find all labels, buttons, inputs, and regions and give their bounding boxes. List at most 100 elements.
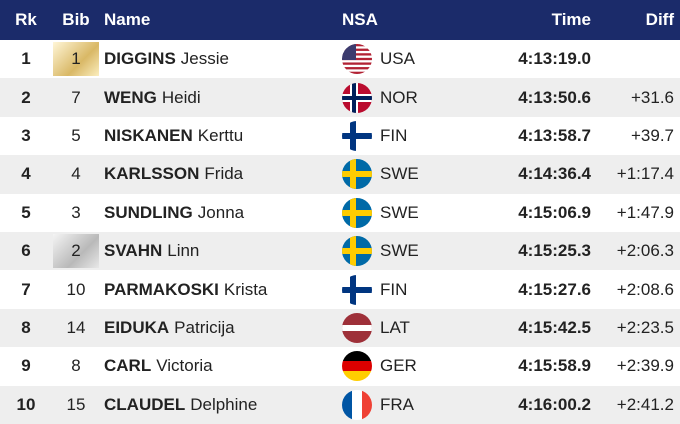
nation: SWE [380, 202, 419, 222]
bib: 3 [71, 202, 81, 222]
flag-icon [342, 44, 372, 75]
athlete-name: NISKANEN Kerttu [104, 117, 334, 155]
nation: FRA [380, 394, 414, 414]
time-diff: +39.7 [630, 125, 674, 145]
given-name: Victoria [156, 356, 213, 376]
result-row: 1 1 DIGGINS Jessie USA 4:13:19.0 [0, 40, 680, 78]
bib-cell: 7 [52, 78, 100, 116]
time: 4:13:58.7 [518, 125, 591, 145]
athlete-name: CLAUDEL Delphine [104, 386, 334, 424]
surname: SUNDLING [104, 202, 193, 222]
given-name: Patricija [174, 317, 235, 337]
bib-cell: 1 [52, 40, 100, 78]
bib: 2 [53, 234, 99, 269]
given-name: Linn [167, 241, 200, 261]
flag-icon [342, 389, 372, 420]
header-row: Rk Bib Name NSA Time Diff [0, 0, 680, 40]
time-diff: +31.6 [630, 87, 674, 107]
bib-cell: 2 [52, 232, 100, 270]
rank: 8 [21, 317, 31, 337]
rank: 9 [21, 356, 31, 376]
bib: 15 [66, 394, 86, 414]
bib-cell: 3 [52, 194, 100, 232]
rank: 1 [21, 49, 31, 69]
flag [342, 155, 372, 193]
flag [342, 78, 372, 116]
header-cell: Rk [15, 10, 37, 29]
result-row: 9 8 CARL Victoria GER 4:15:58.9 +2:39.9 [0, 347, 680, 385]
given-name: Kerttu [197, 125, 244, 145]
given-name: Krista [223, 279, 268, 299]
nation: FIN [380, 279, 408, 299]
header-cell: Diff [645, 10, 674, 29]
nation: USA [380, 49, 415, 69]
rank: 5 [21, 202, 31, 222]
rank: 4 [21, 164, 31, 184]
bib: 10 [66, 279, 86, 299]
rank: 10 [16, 394, 36, 414]
rank: 6 [21, 241, 31, 261]
nation: FIN [380, 125, 408, 145]
result-row: 2 7 WENG Heidi NOR 4:13:50.6 +31.6 [0, 78, 680, 117]
flag [342, 270, 372, 308]
athlete-name: PARMAKOSKI Krista [104, 270, 334, 308]
flag-icon [342, 236, 372, 267]
time: 4:13:50.6 [518, 87, 591, 107]
header-cell: Name [104, 10, 151, 29]
time-diff: +2:39.9 [616, 356, 674, 376]
athlete-name: SVAHN Linn [104, 232, 334, 270]
nation: NOR [380, 87, 418, 107]
bib: 7 [71, 87, 81, 107]
surname: KARLSSON [104, 164, 200, 184]
result-row: 6 2 SVAHN Linn SWE 4:15:25.3 +2:06.3 [0, 232, 680, 271]
result-row: 10 15 CLAUDEL Delphine FRA 4:16:00.2 +2:41.2 [0, 385, 680, 424]
nation: SWE [380, 241, 419, 261]
flag-icon [342, 120, 372, 151]
athlete-name: DIGGINS Jessie [104, 40, 334, 78]
flag [342, 347, 372, 385]
result-row: 4 4 KARLSSON Frida SWE 4:14:36.4 +1:17.4 [0, 155, 680, 194]
flag-icon [342, 312, 372, 343]
flag [342, 386, 372, 424]
surname: DIGGINS [104, 49, 176, 69]
bib-cell: 14 [52, 309, 100, 347]
flag [342, 232, 372, 270]
surname: WENG [104, 87, 157, 107]
time: 4:13:19.0 [518, 49, 591, 69]
flag-icon [342, 274, 372, 305]
surname: NISKANEN [104, 125, 193, 145]
time-diff: +2:06.3 [616, 241, 674, 261]
time: 4:15:27.6 [518, 279, 591, 299]
time-diff: +1:17.4 [616, 164, 674, 184]
time-diff: +1:47.9 [616, 202, 674, 222]
bib: 5 [71, 125, 81, 145]
athlete-name: WENG Heidi [104, 78, 334, 116]
given-name: Delphine [190, 394, 258, 414]
bib: 8 [71, 356, 81, 376]
result-row: 7 10 PARMAKOSKI Krista FIN 4:15:27.6 +2:08.6 [0, 270, 680, 308]
time: 4:15:42.5 [518, 317, 591, 337]
bib: 14 [66, 317, 86, 337]
given-name: Heidi [161, 87, 201, 107]
bib-cell: 10 [52, 270, 100, 308]
rank: 3 [21, 125, 31, 145]
surname: CLAUDEL [104, 394, 186, 414]
bib-cell: 5 [52, 117, 100, 155]
surname: EIDUKA [104, 317, 170, 337]
result-row: 8 14 EIDUKA Patricija LAT 4:15:42.5 +2:23.5 [0, 308, 680, 348]
time: 4:15:58.9 [518, 356, 591, 376]
result-row: 3 5 NISKANEN Kerttu FIN 4:13:58.7 +39.7 [0, 117, 680, 155]
bib: 1 [53, 42, 99, 77]
flag [342, 309, 372, 347]
given-name: Jessie [180, 49, 229, 69]
rank: 7 [21, 279, 31, 299]
flag-icon [342, 159, 372, 190]
given-name: Jonna [197, 202, 245, 222]
nation: SWE [380, 164, 419, 184]
surname: CARL [104, 356, 152, 376]
bib: 4 [71, 164, 81, 184]
surname: PARMAKOSKI [104, 279, 219, 299]
time-diff: +2:23.5 [616, 317, 674, 337]
given-name: Frida [204, 164, 244, 184]
